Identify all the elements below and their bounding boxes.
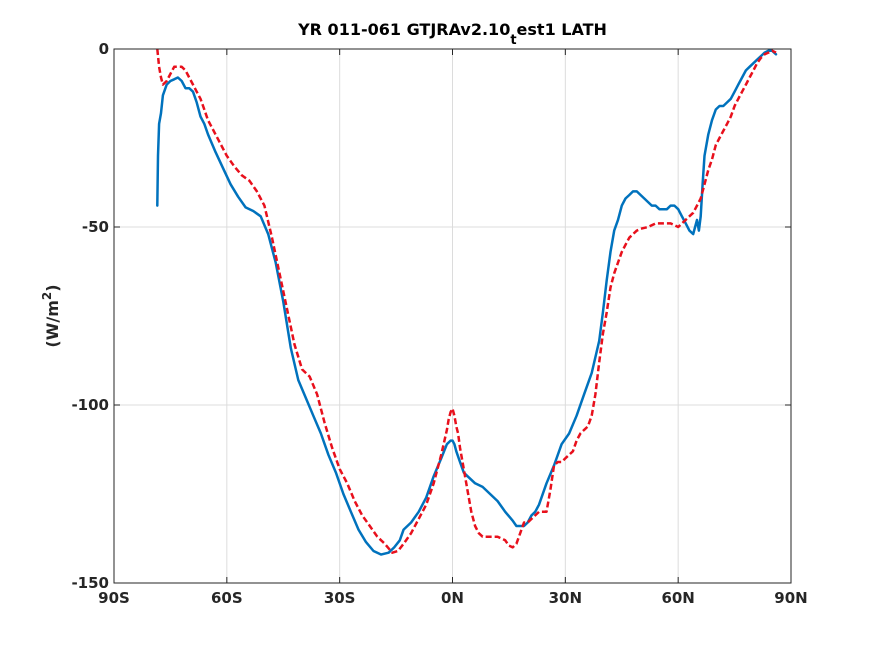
x-tick-label: 90S <box>98 589 130 607</box>
x-tick-label: 30S <box>324 589 356 607</box>
y-axis-label: (W/m2) <box>40 284 62 347</box>
x-tick-label: 60S <box>211 589 243 607</box>
x-tick-label: 90N <box>774 589 807 607</box>
y-axis-label-tail: ) <box>43 284 62 291</box>
chart-title-main: YR 011-061 GTJRAv2.10 <box>297 20 510 39</box>
y-axis-label-superscript: 2 <box>40 292 54 300</box>
y-tick-label: -100 <box>71 396 109 414</box>
chart-title-tail: est1 LATH <box>517 20 607 39</box>
y-axis-label-main: (W/m <box>43 300 62 347</box>
y-tick-label: -50 <box>82 218 109 236</box>
series-line-1 <box>156 49 778 556</box>
y-tick-label: 0 <box>99 40 109 58</box>
chart-title: YR 011-061 GTJRAv2.10test1 LATH <box>297 20 607 48</box>
axis-ticks: 90S 60S 30S 0N 30N 60N 90N 0 -50 -100 -150 <box>71 40 807 607</box>
y-tick-label: -150 <box>71 574 109 592</box>
x-tick-label: 30N <box>549 589 582 607</box>
x-tick-label: 60N <box>661 589 694 607</box>
chart-title-subscript: t <box>510 33 516 48</box>
x-tick-label: 0N <box>441 589 464 607</box>
series-line-2 <box>156 48 777 554</box>
grid-lines <box>113 48 792 584</box>
series-lines <box>156 48 778 556</box>
